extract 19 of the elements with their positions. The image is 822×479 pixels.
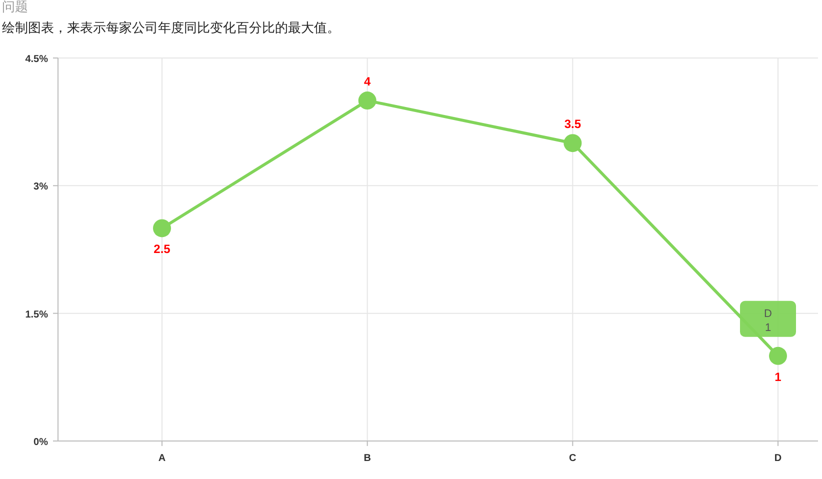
y-tick-label: 1.5% [25,309,48,320]
y-tick-label: 4.5% [25,54,48,65]
x-tick-label: D [774,453,782,464]
chart-subtitle: 绘制图表，来表示每家公司年度同比变化百分比的最大值。 [2,20,340,35]
x-tick-label: A [158,453,166,464]
point [564,134,582,152]
y-tick-label: 0% [34,437,48,448]
data-label: 1 [774,370,782,384]
chart-title: 问题 [2,0,28,14]
x-tick-label: C [569,453,576,464]
point [769,346,787,365]
point [358,92,376,110]
point [153,219,171,238]
data-label: 3.5 [564,117,582,132]
data-label: 2.5 [154,242,171,256]
y-tick-label: 3% [34,182,48,193]
x-tick-label: B [364,453,371,464]
annotation: D 1 [764,308,772,334]
data-label: 4 [364,74,371,89]
